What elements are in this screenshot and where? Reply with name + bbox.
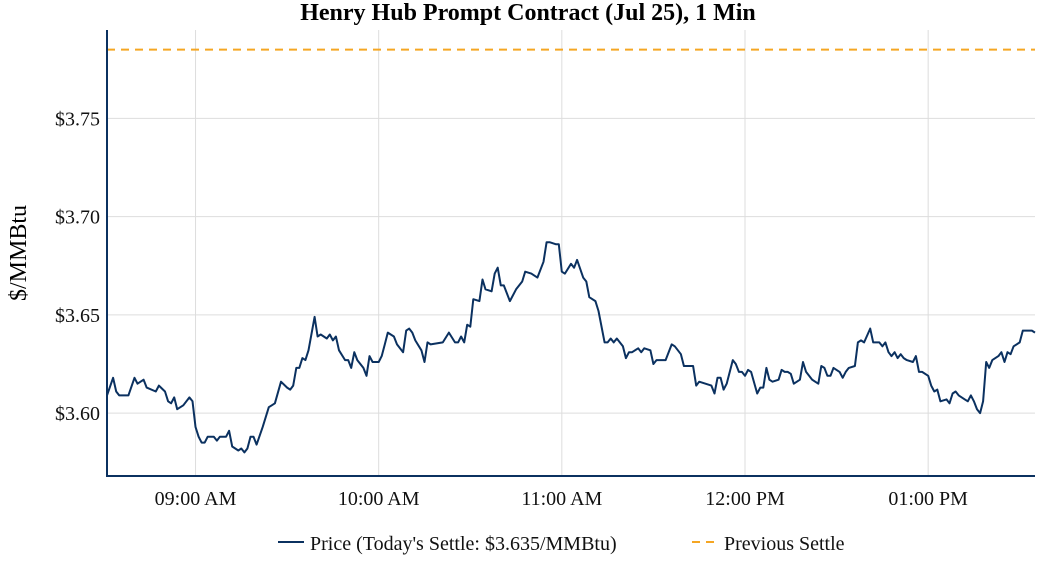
x-tick-label: 09:00 AM: [155, 488, 237, 510]
x-tick-label: 01:00 PM: [888, 488, 968, 510]
grid: [107, 30, 1035, 476]
y-tick-label: $3.60: [55, 403, 100, 425]
legend-label-previous-settle: Previous Settle: [724, 533, 845, 555]
y-tick-label: $3.75: [55, 108, 100, 130]
x-tick-label: 10:00 AM: [338, 488, 420, 510]
x-tick-label: 11:00 AM: [521, 488, 602, 510]
price-line: [106, 241, 1036, 454]
series-layer: [106, 48, 1036, 454]
y-axis-label: $/MMBtu: [6, 205, 32, 301]
chart-title: Henry Hub Prompt Contract (Jul 25), 1 Mi…: [300, 0, 756, 26]
y-tick-label: $3.65: [55, 305, 100, 327]
x-axis-ticks: 09:00 AM 10:00 AM 11:00 AM 12:00 PM 01:00 PM: [155, 488, 968, 510]
y-tick-label: $3.70: [55, 207, 100, 229]
legend-label-price: Price (Today's Settle: $3.635/MMBtu): [310, 533, 617, 555]
legend-item-previous-settle[interactable]: Previous Settle: [692, 533, 845, 555]
y-axis-ticks: $3.60 $3.65 $3.70 $3.75: [55, 108, 100, 425]
legend: Price (Today's Settle: $3.635/MMBtu) Pre…: [278, 533, 845, 555]
legend-item-price[interactable]: Price (Today's Settle: $3.635/MMBtu): [278, 533, 617, 555]
x-tick-label: 12:00 PM: [705, 488, 785, 510]
